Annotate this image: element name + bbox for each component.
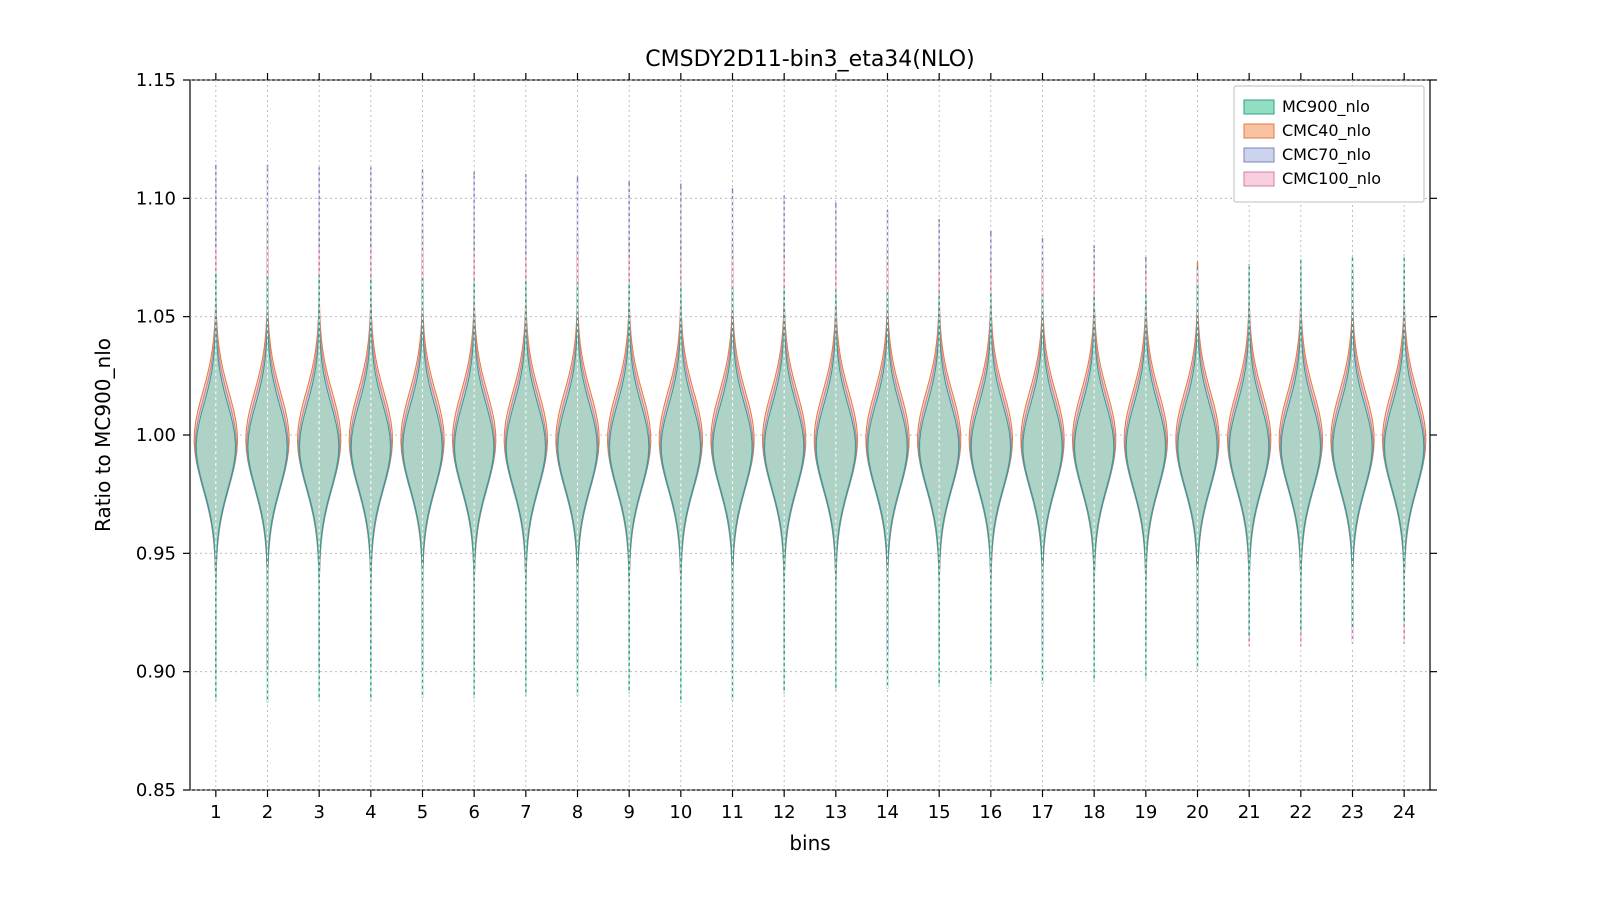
- xtick-label: 6: [468, 802, 479, 823]
- legend-label: MC900_nlo: [1282, 97, 1370, 117]
- violin-chart: 0.850.900.951.001.051.101.15123456789101…: [0, 0, 1600, 900]
- legend-swatch: [1244, 124, 1274, 138]
- ytick-label: 1.00: [136, 425, 176, 446]
- ytick-label: 1.10: [136, 188, 176, 209]
- xtick-label: 5: [417, 802, 428, 823]
- xtick-label: 15: [928, 802, 951, 823]
- xtick-label: 16: [979, 802, 1002, 823]
- xtick-label: 12: [773, 802, 796, 823]
- ytick-label: 1.05: [136, 307, 176, 328]
- xtick-label: 1: [210, 802, 221, 823]
- xtick-label: 9: [623, 802, 634, 823]
- ytick-label: 0.95: [136, 543, 176, 564]
- ytick-label: 0.90: [136, 662, 176, 683]
- xtick-label: 13: [824, 802, 847, 823]
- xtick-label: 18: [1083, 802, 1106, 823]
- legend-swatch: [1244, 172, 1274, 186]
- legend-swatch: [1244, 148, 1274, 162]
- xtick-label: 19: [1134, 802, 1157, 823]
- legend-label: CMC40_nlo: [1282, 121, 1371, 141]
- xtick-label: 22: [1289, 802, 1312, 823]
- xtick-label: 7: [520, 802, 531, 823]
- xtick-label: 14: [876, 802, 899, 823]
- ytick-label: 0.85: [136, 780, 176, 801]
- xtick-label: 8: [572, 802, 583, 823]
- xtick-label: 21: [1238, 802, 1261, 823]
- xtick-label: 4: [365, 802, 376, 823]
- legend-swatch: [1244, 100, 1274, 114]
- legend-label: CMC100_nlo: [1282, 169, 1381, 189]
- xtick-label: 20: [1186, 802, 1209, 823]
- xtick-label: 24: [1393, 802, 1416, 823]
- legend-label: CMC70_nlo: [1282, 145, 1371, 165]
- y-axis-label: Ratio to MC900_nlo: [91, 338, 115, 532]
- xtick-label: 3: [313, 802, 324, 823]
- xtick-label: 11: [721, 802, 744, 823]
- chart-svg: 0.850.900.951.001.051.101.15123456789101…: [0, 0, 1600, 900]
- xtick-label: 2: [262, 802, 273, 823]
- chart-title: CMSDY2D11-bin3_eta34(NLO): [645, 47, 974, 72]
- xtick-label: 10: [669, 802, 692, 823]
- x-axis-label: bins: [789, 831, 830, 855]
- xtick-label: 23: [1341, 802, 1364, 823]
- ytick-label: 1.15: [136, 70, 176, 91]
- xtick-label: 17: [1031, 802, 1054, 823]
